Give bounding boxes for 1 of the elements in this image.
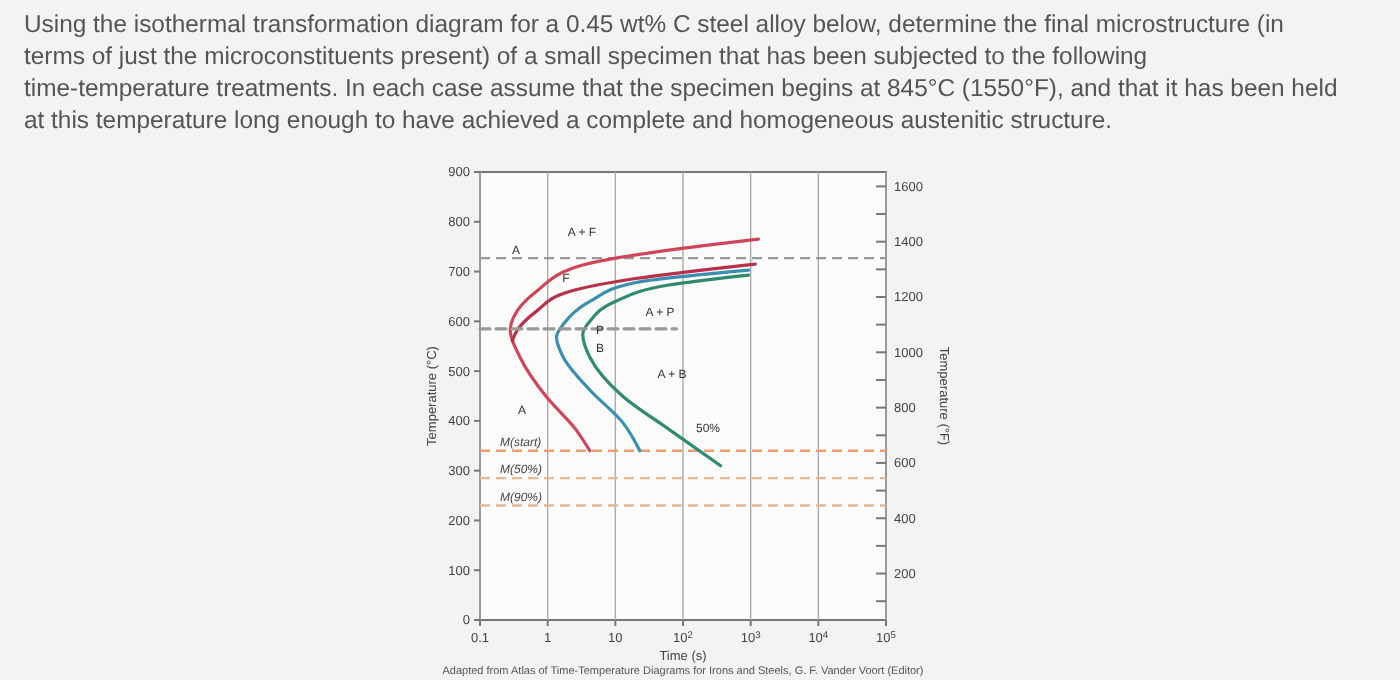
chart-title: Using the isothermal transformation diagram for a 0.45 wt% C steel alloy below, determine the final microstructure (in terms of just the microconstituents present) of a small specimen that has been subjected to the following time-temperature treatments. In each case assume that the specimen begins at 845°C (1550°F), and that it has been held at this temperature long enough to have achieved a complete and homogeneous austenitic structure.: [24, 10, 1338, 134]
